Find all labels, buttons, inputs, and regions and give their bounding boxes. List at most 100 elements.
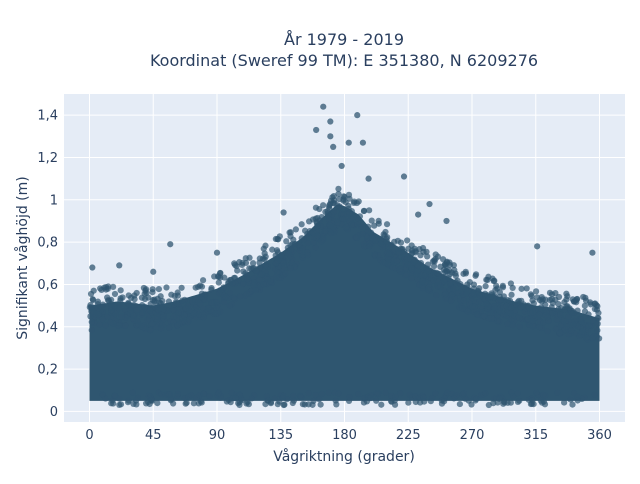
data-point [412, 398, 419, 406]
data-point [529, 323, 536, 330]
data-point [305, 390, 312, 397]
data-point [140, 284, 148, 292]
data-point [544, 328, 551, 335]
data-point [436, 270, 443, 277]
data-point [536, 311, 543, 318]
data-point [442, 290, 449, 298]
outlier-point [320, 103, 327, 110]
data-point [134, 317, 141, 324]
y-axis-label: Signifikant våghöjd (m) [14, 176, 31, 339]
data-point [173, 314, 180, 321]
data-point [585, 311, 592, 318]
data-point [482, 283, 489, 290]
data-point [215, 279, 222, 286]
data-point [383, 221, 391, 228]
data-point [354, 221, 361, 228]
data-point [394, 237, 401, 244]
data-point [451, 266, 458, 274]
outlier-point [167, 241, 174, 248]
data-point [312, 391, 319, 399]
data-point [397, 265, 404, 272]
data-point [312, 244, 319, 251]
data-point [280, 392, 287, 399]
outlier-point [338, 162, 345, 170]
data-point [377, 240, 384, 247]
data-point [235, 400, 242, 407]
data-point [594, 314, 601, 321]
data-point [96, 321, 103, 328]
data-point [267, 278, 274, 285]
data-point [143, 400, 150, 407]
data-point [542, 312, 549, 319]
outlier-point [116, 262, 123, 269]
data-point [346, 393, 353, 401]
data-point [213, 304, 220, 311]
data-point [534, 294, 541, 301]
data-point [334, 202, 341, 209]
outlier-point [359, 139, 367, 146]
data-point [274, 235, 281, 243]
data-point [325, 389, 332, 396]
data-point [355, 232, 362, 239]
data-point [133, 307, 140, 314]
data-point [488, 293, 495, 300]
data-point [223, 398, 230, 405]
data-point [342, 224, 350, 231]
data-point [117, 401, 125, 408]
data-point [99, 316, 106, 323]
data-point [245, 401, 252, 408]
x-tick-label: 225 [396, 428, 421, 443]
data-point [155, 306, 162, 313]
data-point [316, 217, 323, 224]
data-point [242, 270, 249, 277]
y-tick-label: 0,8 [37, 236, 58, 251]
y-tick-label: 1 [50, 193, 58, 208]
data-point [491, 305, 498, 312]
data-point [290, 397, 297, 404]
data-point [260, 245, 267, 252]
data-point [360, 240, 367, 247]
data-point [199, 277, 207, 284]
data-point [99, 391, 106, 398]
data-point [566, 305, 573, 312]
data-point [539, 296, 546, 303]
y-axis-ticks: 0 0,2 0,4 0,6 0,8 1 1,2 1,4 [37, 109, 58, 420]
data-point [220, 298, 228, 306]
data-point [226, 302, 233, 309]
data-point [312, 204, 320, 211]
data-point [405, 399, 412, 406]
data-point [134, 394, 142, 401]
data-point [483, 300, 490, 307]
data-point [287, 233, 294, 240]
data-point [144, 317, 151, 324]
data-point [516, 397, 523, 404]
outlier-point [89, 264, 96, 271]
data-point [327, 229, 335, 237]
data-point [440, 277, 448, 285]
data-point [215, 390, 222, 397]
data-point [186, 307, 193, 314]
outlier-point [150, 268, 157, 275]
data-point [182, 400, 189, 407]
data-point [442, 295, 449, 303]
data-point [430, 262, 438, 270]
data-point [340, 196, 347, 203]
data-point [375, 390, 382, 397]
data-point [335, 185, 342, 192]
outlier-point [330, 143, 337, 151]
data-point [536, 323, 543, 331]
data-point [157, 293, 164, 300]
data-point [154, 313, 161, 321]
data-point [432, 251, 439, 258]
data-point [160, 306, 167, 313]
data-point [116, 395, 123, 402]
data-point [430, 277, 437, 284]
x-tick-label: 360 [587, 428, 612, 443]
data-point [252, 287, 259, 294]
data-point [378, 401, 385, 408]
data-point [246, 254, 253, 261]
data-point [527, 291, 534, 298]
data-point [217, 308, 224, 315]
data-point [335, 390, 342, 397]
